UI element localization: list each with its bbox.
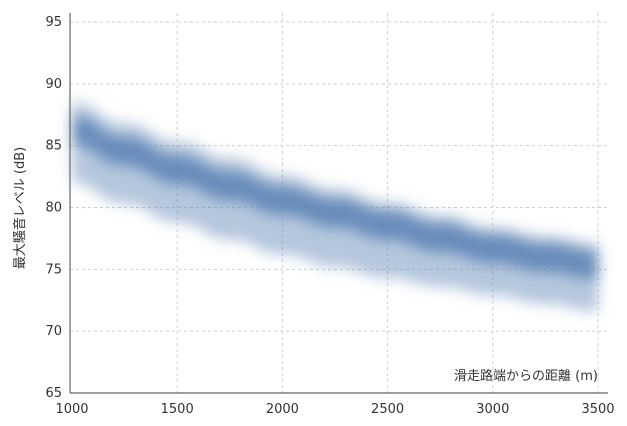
y-tick-label: 65	[45, 386, 62, 401]
x-tick-label: 2500	[371, 402, 404, 417]
y-tick-label: 75	[45, 262, 62, 277]
y-tick-label: 70	[45, 324, 62, 339]
axes-layer	[69, 13, 608, 394]
y-tick-label: 80	[45, 201, 62, 216]
x-tick-label: 3500	[581, 402, 614, 417]
x-tick-label: 1000	[55, 402, 88, 417]
x-tick-label: 2000	[266, 402, 299, 417]
y-tick-label: 95	[45, 15, 62, 30]
x-axis-label: 滑走路端からの距離 (m)	[454, 368, 598, 384]
y-tick-label: 90	[45, 77, 62, 92]
noise-center-band	[72, 115, 598, 280]
ticks-layer: 65 70 75 80 85 90 95 1000 1500 2000 2500 3000 3500	[45, 15, 614, 417]
noise-band	[72, 102, 598, 312]
x-tick-label: 3000	[476, 402, 509, 417]
x-tick-label: 1500	[161, 402, 194, 417]
y-tick-label: 85	[45, 139, 62, 154]
y-axis-label: 最大騒音レベル (dB)	[12, 147, 28, 269]
